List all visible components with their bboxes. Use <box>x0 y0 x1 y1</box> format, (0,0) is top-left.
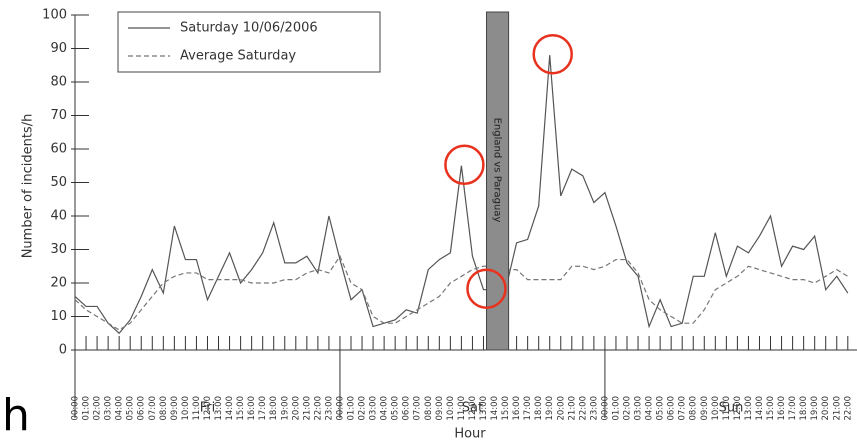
x-tick-label: 21:00 <box>832 396 842 421</box>
x-tick-label: 06:00 <box>137 396 147 421</box>
x-tick-label: 04:00 <box>115 396 125 421</box>
stray-text: h <box>2 390 30 441</box>
x-axis-label: Hour <box>454 427 486 442</box>
x-tick-label: 22:00 <box>313 396 323 421</box>
y-tick-label: 60 <box>50 142 67 157</box>
y-tick-label: 10 <box>50 309 67 324</box>
x-tick-label: 07:00 <box>148 396 158 421</box>
series-line <box>74 55 849 335</box>
y-tick-label: 50 <box>50 175 67 190</box>
x-tick-label: 23:00 <box>589 396 599 421</box>
event-label: England vs Paraguay <box>492 118 503 223</box>
x-tick-label: 08:00 <box>159 396 169 421</box>
x-tick-label: 14:00 <box>225 396 235 421</box>
legend-label: Average Saturday <box>180 49 296 64</box>
x-tick-label: 09:00 <box>435 396 445 421</box>
x-tick-label: 05:00 <box>126 396 136 421</box>
x-tick-label: 15:00 <box>501 396 511 421</box>
x-tick-label: 12:00 <box>733 396 743 421</box>
x-tick-label: 17:00 <box>788 396 798 421</box>
x-tick-label: 12:00 <box>468 396 478 421</box>
day-label: Sat <box>462 401 483 416</box>
x-tick-label: 22:00 <box>578 396 588 421</box>
highlight-circle <box>532 33 573 75</box>
x-tick-label: 13:00 <box>479 396 489 421</box>
event-band <box>486 11 510 351</box>
x-tick-label: 07:00 <box>413 396 423 421</box>
x-tick-label: 20:00 <box>291 396 301 421</box>
x-tick-label: 08:00 <box>424 396 434 421</box>
x-tick-label: 16:00 <box>247 396 257 421</box>
x-tick-label: 09:00 <box>170 396 180 421</box>
x-tick-label: 08:00 <box>689 396 699 421</box>
x-tick-label: 11:00 <box>192 396 202 421</box>
y-tick-label: 70 <box>50 108 67 123</box>
x-tick-label: 13:00 <box>744 396 754 421</box>
x-tick-label: 13:00 <box>214 396 224 421</box>
x-tick-label: 16:00 <box>777 396 787 421</box>
y-tick-label: 30 <box>50 242 67 257</box>
x-tick-label: 18:00 <box>799 396 809 421</box>
x-tick-label: 11:00 <box>457 396 467 421</box>
x-tick-label: 17:00 <box>258 396 268 421</box>
x-tick-label: 19:00 <box>280 396 290 421</box>
y-tick-label: 20 <box>50 276 67 291</box>
highlight-circle <box>444 144 485 185</box>
x-tick-label: 19:00 <box>545 396 555 421</box>
x-tick-label: 01:00 <box>611 396 621 421</box>
day-label: Sun <box>719 401 744 416</box>
x-tick-label: 16:00 <box>512 396 522 421</box>
x-tick-label: 02:00 <box>358 396 368 421</box>
x-tick-label: 02:00 <box>93 396 103 421</box>
x-tick-label: 04:00 <box>645 396 655 421</box>
y-tick-label: 0 <box>59 343 67 358</box>
x-tick-label: 10:00 <box>446 396 456 421</box>
x-tick-label: 03:00 <box>369 396 379 421</box>
x-tick-label: 01:00 <box>82 396 92 421</box>
y-tick-label: 80 <box>50 75 67 90</box>
x-tick-label: 06:00 <box>667 396 677 421</box>
x-tick-label: 23:00 <box>324 396 334 421</box>
x-tick-label: 12:00 <box>203 396 213 421</box>
x-tick-label: 21:00 <box>567 396 577 421</box>
x-tick-label: 15:00 <box>236 396 246 421</box>
x-tick-label: 20:00 <box>556 396 566 421</box>
x-tick-label: 09:00 <box>700 396 710 421</box>
x-tick-label: 10:00 <box>711 396 721 421</box>
x-tick-label: 19:00 <box>810 396 820 421</box>
highlight-circle <box>466 268 507 309</box>
x-tick-label: 17:00 <box>523 396 533 421</box>
x-tick-label: 14:00 <box>755 396 765 421</box>
x-tick-label: 02:00 <box>623 396 633 421</box>
x-tick-label: 06:00 <box>402 396 412 421</box>
series-line <box>74 254 849 331</box>
x-tick-label: 11:00 <box>722 396 732 421</box>
x-tick-label: 18:00 <box>269 396 279 421</box>
legend-box <box>117 11 381 73</box>
x-tick-label: 18:00 <box>534 396 544 421</box>
y-tick-label: 100 <box>42 8 67 23</box>
x-tick-label: 05:00 <box>656 396 666 421</box>
x-tick-label: 21:00 <box>302 396 312 421</box>
x-tick-label: 03:00 <box>104 396 114 421</box>
x-tick-label: 20:00 <box>821 396 831 421</box>
day-label: Fri <box>200 401 216 416</box>
x-tick-label: 05:00 <box>391 396 401 421</box>
y-tick-label: 40 <box>50 209 67 224</box>
legend-label: Saturday 10/06/2006 <box>180 21 318 36</box>
x-tick-label: 15:00 <box>766 396 776 421</box>
x-tick-label: 14:00 <box>490 396 500 421</box>
x-tick-label: 10:00 <box>181 396 191 421</box>
x-tick-label: 03:00 <box>634 396 644 421</box>
x-tick-label: 07:00 <box>678 396 688 421</box>
x-tick-label: 04:00 <box>380 396 390 421</box>
x-tick-label: 01:00 <box>347 396 357 421</box>
y-axis-label: Number of incidents/h <box>21 114 36 259</box>
x-tick-label: 22:00 <box>843 396 853 421</box>
y-tick-label: 90 <box>50 41 67 56</box>
